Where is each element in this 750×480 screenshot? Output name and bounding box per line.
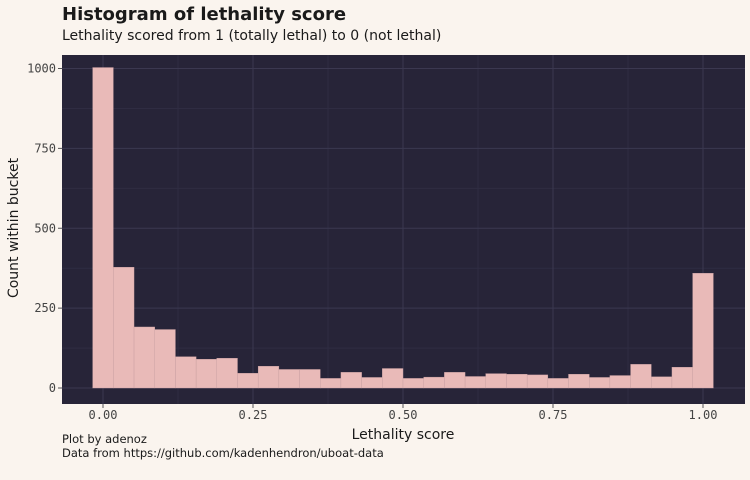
y-tick-label: 0 — [49, 381, 56, 395]
y-tick-label: 500 — [34, 221, 56, 235]
histogram-bar — [154, 329, 176, 389]
histogram-bar — [671, 367, 693, 389]
x-tick-label: 0.75 — [539, 408, 568, 422]
histogram-bar — [651, 376, 673, 389]
histogram-bar — [216, 358, 238, 389]
caption-author: Plot by adenoz — [62, 432, 147, 446]
histogram-bar — [568, 374, 590, 389]
histogram-bar — [464, 376, 486, 389]
histogram-bar — [237, 373, 259, 389]
chart-title: Histogram of lethality score — [62, 4, 347, 25]
chart-subtitle: Lethality scored from 1 (totally lethal)… — [62, 28, 442, 44]
histogram-bar — [526, 374, 549, 389]
histogram-bar — [692, 273, 714, 389]
histogram-bar — [133, 326, 155, 389]
y-tick-label: 1000 — [27, 62, 56, 76]
histogram-bar — [175, 356, 197, 389]
histogram-bar — [320, 378, 342, 389]
histogram-bar — [340, 372, 362, 389]
histogram-bar — [423, 376, 445, 389]
y-tick-label: 250 — [34, 301, 56, 315]
histogram-bar — [609, 375, 631, 389]
histogram-bar — [589, 377, 611, 389]
x-tick-label: 0.25 — [239, 408, 268, 422]
histogram-bar — [361, 377, 383, 389]
histogram-bar — [113, 267, 135, 389]
y-axis-label: Count within bucket — [6, 157, 22, 298]
histogram-bar — [630, 364, 652, 389]
histogram-bar — [278, 369, 300, 389]
histogram-bar — [402, 378, 424, 389]
caption-source: Data from https://github.com/kadenhendro… — [62, 446, 384, 460]
x-tick-label: 1.00 — [689, 408, 718, 422]
histogram-bar — [92, 67, 114, 389]
histogram-bar — [299, 369, 321, 389]
histogram-bar — [257, 366, 280, 389]
x-tick-label: 0.50 — [389, 408, 418, 422]
histogram-bar — [506, 374, 528, 389]
histogram-bar — [382, 368, 404, 389]
x-axis-label: Lethality score — [352, 427, 455, 443]
histogram-bar — [195, 359, 217, 389]
histogram-bar — [485, 373, 507, 389]
histogram-bar — [444, 372, 466, 389]
x-tick-label: 0.00 — [89, 408, 118, 422]
histogram-bar — [547, 378, 569, 389]
y-tick-label: 750 — [34, 141, 56, 155]
